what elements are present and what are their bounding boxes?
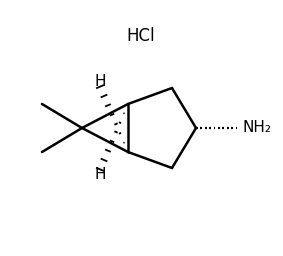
Text: H: H: [94, 167, 106, 182]
Text: H: H: [94, 74, 106, 89]
Text: HCl: HCl: [127, 27, 155, 45]
Text: NH₂: NH₂: [242, 121, 271, 135]
